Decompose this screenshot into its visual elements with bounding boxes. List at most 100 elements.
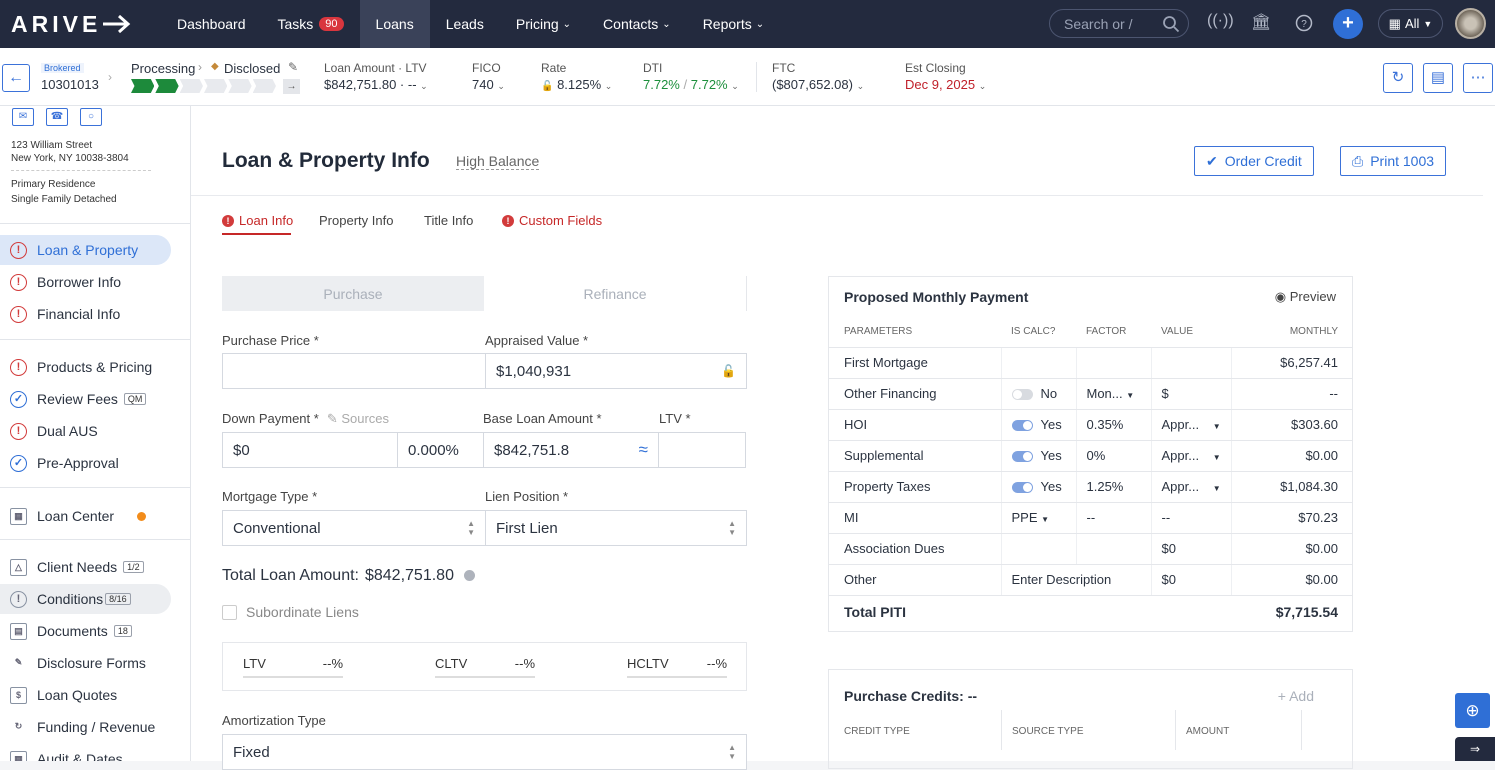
svg-text:?: ? (1301, 19, 1307, 30)
bank-icon[interactable]: 🏛 (1251, 14, 1272, 31)
help-icon[interactable]: ? (1295, 14, 1313, 32)
scope-label: All (1404, 16, 1420, 31)
select-arrows-icon: ▲ ▼ (728, 519, 736, 537)
closing-value[interactable]: Dec 9, 2025 ⌄ (905, 77, 987, 92)
toggle[interactable] (1011, 451, 1033, 463)
sidebar-item-products-pricing[interactable]: ! Products & Pricing (0, 352, 171, 382)
back-arrow-icon[interactable]: ← (2, 64, 30, 92)
edit-icon[interactable]: ✎ (288, 60, 299, 74)
add-button[interactable]: + (1333, 9, 1363, 39)
base-loan-amount-input[interactable]: $842,751.8 ≈ (483, 432, 659, 468)
channel-badge: Brokered (41, 63, 84, 73)
info-icon[interactable] (463, 570, 475, 582)
approx-icon[interactable]: ≈ (638, 440, 648, 459)
sources-link[interactable]: ✎ Sources (326, 411, 390, 426)
nav-contacts[interactable]: Contacts ⌄ (587, 0, 687, 48)
table-row: Supplemental Yes 0% Appr... ▼ $0.00 (829, 440, 1352, 472)
status-label[interactable]: Disclosed (224, 61, 281, 76)
subordinate-liens-checkbox[interactable] (222, 605, 237, 620)
broadcast-icon[interactable]: ((·)) (1207, 12, 1234, 29)
sidebar-item-loan-quotes[interactable]: $ Loan Quotes (0, 680, 171, 710)
col-header: SOURCE TYPE (1012, 726, 1084, 737)
tab-loan-info[interactable]: ! Loan Info (222, 213, 293, 228)
mortgage-type-select[interactable]: Conventional ▲ ▼ (222, 510, 486, 546)
hcltv-ratio: HCLTV --% (627, 656, 727, 678)
notification-dot (137, 511, 147, 521)
nav-label: Contacts (603, 16, 659, 32)
col-header: IS CALC? (1001, 317, 1076, 348)
refresh-icon[interactable]: ↻ (1383, 63, 1413, 93)
tab-property-info[interactable]: Property Info (319, 213, 394, 228)
amortization-select[interactable]: Fixed ▲ ▼ (222, 734, 747, 770)
tab-custom-fields[interactable]: ! Custom Fields (502, 213, 602, 228)
logo[interactable]: ARIVE (11, 11, 161, 38)
email-icon[interactable]: ✉ (12, 108, 34, 126)
more-icon[interactable]: ⋯ (1463, 63, 1493, 93)
sidebar-item-conditions[interactable]: ! Conditions 8/16 (0, 584, 171, 614)
nav-leads[interactable]: Leads (430, 0, 500, 48)
sidebar-item-audit-dates[interactable]: ▦ Audit & Dates (0, 744, 171, 761)
lock-icon[interactable]: 🔓 (721, 364, 736, 378)
down-payment-percent-input[interactable]: 0.000% (397, 432, 484, 468)
loan-number[interactable]: 10301013 (41, 77, 99, 92)
nav-pricing[interactable]: Pricing ⌄ (500, 0, 587, 48)
total-loan-amount: Total Loan Amount: $842,751.80 (222, 567, 475, 585)
sidebar-item-documents[interactable]: ▤ Documents 18 (0, 616, 171, 646)
nav-tasks[interactable]: Tasks 90 (262, 0, 360, 48)
sidebar-item-financial-info[interactable]: ! Financial Info (0, 299, 171, 329)
print-1003-button[interactable]: ⎙ Print 1003 (1340, 146, 1447, 176)
nav-dashboard[interactable]: Dashboard (161, 0, 262, 48)
preview-button[interactable]: ◉ Preview (1274, 289, 1336, 304)
add-float-button[interactable]: ⊕ (1455, 693, 1490, 728)
fico-value[interactable]: 740 ⌄ (472, 77, 505, 92)
chat-icon[interactable]: ▤ (1423, 63, 1453, 93)
high-balance-link[interactable]: High Balance (456, 153, 540, 170)
appraised-value-input[interactable]: $1,040,931 🔓 (485, 353, 747, 389)
sidebar-item-dual-aus[interactable]: ! Dual AUS (0, 416, 171, 446)
tab-title-info[interactable]: Title Info (424, 213, 474, 228)
add-credit-button[interactable]: + Add (1277, 688, 1314, 704)
nav-label: Leads (445, 16, 484, 32)
caret-down-icon: ▼ (1423, 18, 1433, 29)
toggle[interactable] (1011, 482, 1033, 494)
arive-launcher-icon[interactable]: ⇒ (1455, 737, 1495, 761)
table-row: HOI Yes 0.35% Appr... ▼ $303.60 (829, 409, 1352, 441)
ltv-input[interactable] (658, 432, 746, 468)
dti-value[interactable]: 7.72% / 7.72% ⌄ (643, 77, 739, 92)
message-icon[interactable]: ○ (80, 108, 102, 126)
sidebar-item-loan-center[interactable]: ▦ Loan Center (0, 501, 171, 531)
sidebar-item-disclosure-forms[interactable]: ✎ Disclosure Forms (14, 655, 146, 671)
search-placeholder: Search or / (1064, 15, 1133, 32)
toggle[interactable] (1011, 420, 1033, 432)
total-piti-value: $7,715.54 (1275, 604, 1338, 620)
col-header: VALUE (1151, 317, 1231, 348)
printer-icon: ⎙ (1352, 152, 1364, 169)
sidebar-item-pre-approval[interactable]: ✓ Pre-Approval (0, 448, 171, 478)
nav-label: Pricing (515, 16, 559, 32)
closing-label: Est Closing (905, 61, 966, 75)
purchase-price-input[interactable] (222, 353, 486, 389)
page-title: Loan & Property Info (222, 149, 430, 172)
table-row: Property Taxes Yes 1.25% Appr... ▼ $1,084.30 (829, 471, 1352, 503)
search-input[interactable]: Search or / (1049, 9, 1189, 38)
loan-amount-value[interactable]: $842,751.80 · -- ⌄ (324, 77, 428, 92)
scope-select[interactable]: ▦ All ▼ (1378, 9, 1443, 38)
rate-value[interactable]: 🔓 8.125% ⌄ (541, 77, 613, 92)
phone-icon[interactable]: ☎ (46, 108, 68, 126)
avatar[interactable] (1455, 8, 1486, 39)
purchase-option[interactable]: Purchase (222, 276, 484, 311)
next-stage-icon[interactable]: → (283, 79, 300, 94)
nav-reports[interactable]: Reports ⌄ (687, 0, 780, 48)
sidebar-item-review-fees[interactable]: ✓ Review Fees QM (0, 384, 171, 414)
sidebar-item-client-needs[interactable]: △ Client Needs 1/2 (0, 552, 171, 582)
order-credit-button[interactable]: ✔ Order Credit (1194, 146, 1314, 176)
ftc-value[interactable]: ($807,652.08) ⌄ (772, 77, 865, 92)
sidebar-item-funding-revenue[interactable]: ↻ Funding / Revenue (14, 719, 156, 735)
nav-loans[interactable]: Loans (359, 0, 430, 48)
sidebar-item-loan-property[interactable]: ! Loan & Property (0, 235, 171, 265)
logo-arrow-icon (103, 15, 131, 33)
sidebar-item-borrower-info[interactable]: ! Borrower Info (0, 267, 171, 297)
lien-position-select[interactable]: First Lien ▲ ▼ (485, 510, 747, 546)
down-payment-input[interactable]: $0 (222, 432, 398, 468)
refinance-option[interactable]: Refinance (583, 285, 647, 302)
